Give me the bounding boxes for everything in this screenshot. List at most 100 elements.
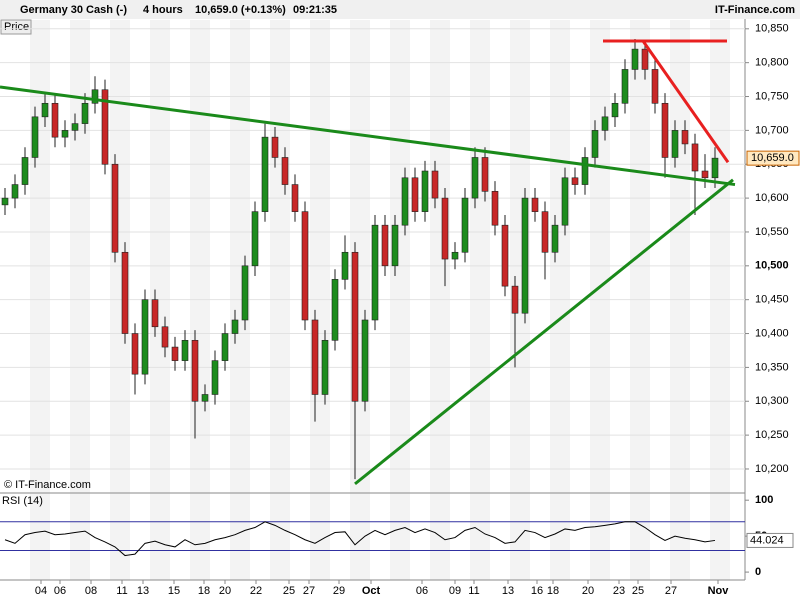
candle-body	[491, 191, 499, 226]
candle-body	[51, 102, 59, 138]
candle-body	[451, 251, 459, 260]
trendline	[354, 178, 734, 486]
y-tick-label: 10,600	[755, 192, 789, 204]
candle-body	[221, 333, 229, 361]
candle-body	[311, 319, 319, 395]
rsi-y-tick-label: 100	[755, 494, 773, 506]
y-tick-label: 10,450	[755, 294, 789, 306]
x-tick-label: 20	[582, 585, 594, 597]
candle-body	[441, 197, 449, 260]
candle-body	[241, 265, 249, 321]
x-tick-label: 13	[502, 585, 514, 597]
candle-body	[61, 130, 69, 138]
y-tick-label: 10,350	[755, 361, 789, 373]
candle-body	[661, 102, 669, 158]
candle-body	[531, 197, 539, 212]
x-tick-label: 18	[198, 585, 210, 597]
panel-label: Price	[4, 21, 29, 33]
candle-body	[81, 102, 89, 124]
candle-body	[361, 319, 369, 402]
y-tick-label: 10,500	[755, 260, 789, 272]
candle-body	[591, 130, 599, 158]
candle-body	[681, 130, 689, 145]
x-tick-label: 04	[35, 585, 47, 597]
x-tick-label: Nov	[708, 585, 730, 597]
brand: IT-Finance.com	[715, 4, 795, 16]
candle-body	[41, 102, 49, 118]
x-tick-label: 29	[333, 585, 345, 597]
x-tick-label: 06	[54, 585, 66, 597]
candle-body	[461, 197, 469, 253]
y-tick-label: 10,750	[755, 90, 789, 102]
candle-body	[21, 157, 29, 185]
candle-body	[31, 116, 39, 158]
x-tick-label: 16	[531, 585, 543, 597]
y-tick-label: 10,300	[755, 395, 789, 407]
candle-body	[561, 177, 569, 226]
y-tick-label: 10,550	[755, 226, 789, 238]
candle-body	[691, 143, 699, 172]
candle-body	[581, 157, 589, 185]
candle-body	[541, 211, 549, 253]
candle-body	[431, 170, 439, 199]
candle-body	[321, 340, 329, 395]
candle-body	[621, 69, 629, 104]
candle-body	[401, 177, 409, 226]
candle-body	[251, 211, 259, 267]
candle-body	[141, 299, 149, 375]
interval: 4 hours	[143, 4, 183, 16]
candle-body	[291, 184, 299, 212]
trendline	[0, 85, 736, 187]
candle-body	[601, 116, 609, 131]
y-tick-label: 10,250	[755, 429, 789, 441]
candle-body	[371, 224, 379, 321]
x-tick-label: 08	[85, 585, 97, 597]
candle-body	[471, 157, 479, 199]
x-tick-label: 23	[613, 585, 625, 597]
y-tick-label: 10,200	[755, 463, 789, 475]
candle-body	[671, 130, 679, 158]
clock: 09:21:35	[293, 4, 337, 16]
candle-body	[421, 170, 429, 212]
candle-body	[341, 251, 349, 280]
x-tick-label: Oct	[362, 585, 381, 597]
last-price-label: 10,659.0	[751, 152, 794, 164]
candle-body	[551, 224, 559, 253]
quote: 10,659.0 (+0.13%)	[195, 4, 286, 16]
candle-body	[481, 157, 489, 192]
header-bar	[0, 0, 800, 19]
x-tick-label: 15	[168, 585, 180, 597]
candle-body	[511, 285, 519, 314]
candle-body	[111, 163, 119, 253]
candle-body	[211, 360, 219, 395]
y-tick-label: 10,850	[755, 23, 789, 35]
candle-body	[651, 69, 659, 104]
y-tick-label: 10,800	[755, 57, 789, 69]
candle-body	[231, 319, 239, 334]
candle-body	[261, 136, 269, 212]
rsi-y-tick-label: 0	[755, 566, 761, 578]
candle-body	[271, 136, 279, 158]
x-tick-label: 27	[303, 585, 315, 597]
candle-body	[331, 279, 339, 341]
candle-body	[181, 340, 189, 361]
candle-body	[201, 394, 209, 402]
copyright: © IT-Finance.com	[4, 479, 91, 491]
candle-body	[501, 224, 509, 287]
x-tick-label: 25	[632, 585, 644, 597]
candle-body	[131, 333, 139, 375]
candle-body	[71, 123, 79, 131]
candle-body	[711, 157, 719, 179]
x-tick-label: 11	[468, 585, 479, 597]
panel-label-box	[0, 19, 32, 35]
candle-body	[571, 177, 579, 185]
candle-body	[391, 224, 399, 267]
x-tick-label: 09	[449, 585, 461, 597]
candle-body	[631, 48, 639, 70]
candle-body	[281, 157, 289, 185]
last-price-badge	[746, 150, 800, 166]
candle-body	[521, 197, 529, 314]
candle-body	[121, 251, 129, 334]
rsi-line	[4, 521, 716, 557]
